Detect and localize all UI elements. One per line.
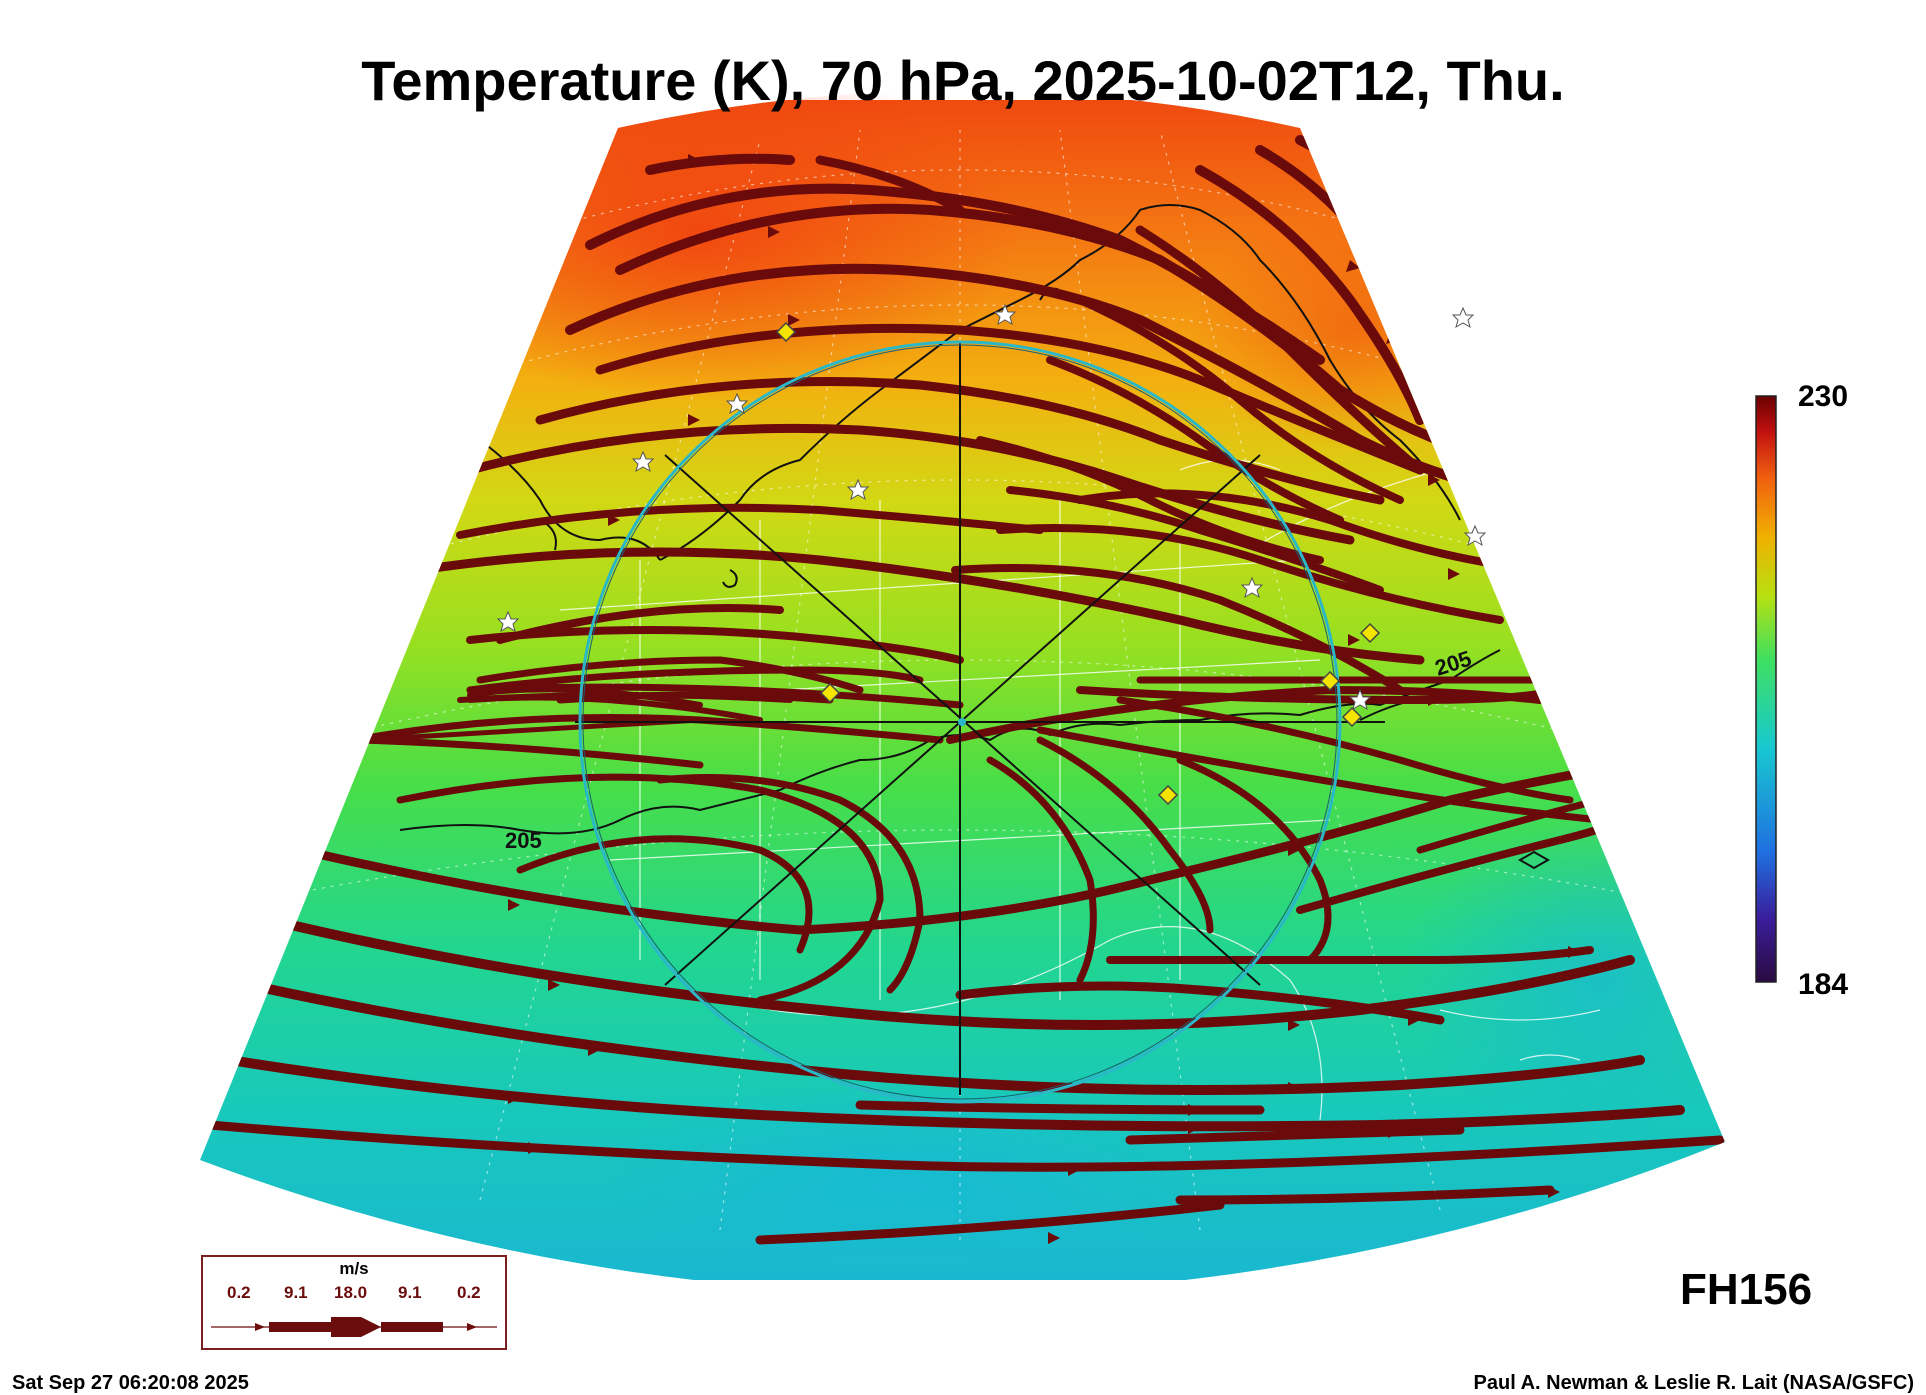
streamline	[645, 153, 795, 175]
streamline	[415, 547, 1425, 665]
wind-key-value: 9.1	[398, 1283, 422, 1302]
diamond-icon	[775, 321, 1381, 806]
wind-key-value: 0.2	[457, 1283, 481, 1302]
streamline-arrows	[508, 154, 1580, 1244]
streamline	[656, 774, 924, 994]
streamline	[465, 423, 1355, 545]
streamline	[205, 1120, 1725, 1172]
view-center-dot	[958, 718, 966, 726]
streamline	[1076, 296, 1404, 504]
streamline	[986, 756, 1097, 984]
streamline	[1046, 356, 1344, 524]
streamline	[245, 980, 1645, 1095]
colorbar-max-label: 230	[1798, 380, 1849, 413]
streamline	[556, 691, 834, 704]
streamline	[1135, 225, 1425, 475]
streamline	[1416, 796, 1604, 854]
forecast-hour-label: FH156	[1680, 1265, 1813, 1314]
wind-key-value: 9.1	[284, 1283, 308, 1302]
streamline	[976, 436, 1324, 564]
streamline	[516, 835, 813, 954]
streamline	[466, 666, 924, 694]
wind-key-value: 0.2	[227, 1283, 251, 1302]
streamline	[396, 773, 884, 1004]
streamline	[476, 656, 864, 694]
streamline	[466, 683, 964, 709]
view-circle-inner	[582, 344, 1338, 1100]
streamline	[755, 1200, 1225, 1245]
streamline	[1195, 165, 1425, 425]
streamline	[225, 1055, 1685, 1132]
streamline	[1036, 726, 1604, 824]
chart-title: Temperature (K), 70 hPa, 2025-10-02T12, …	[361, 49, 1565, 112]
wind-key-value: 18.0	[334, 1283, 368, 1302]
contour-label: 205	[505, 828, 542, 853]
streamline	[815, 155, 965, 215]
streamline	[1106, 946, 1594, 965]
streamline	[585, 183, 1325, 365]
streamline	[456, 503, 1044, 539]
wind-streamlines	[205, 135, 1725, 1245]
streamline	[356, 736, 704, 769]
streamline	[535, 377, 1385, 505]
streamline	[1006, 486, 1384, 594]
streamline	[496, 604, 784, 644]
streamline	[855, 1100, 1265, 1115]
streamline	[595, 323, 1425, 475]
streamline	[265, 915, 1635, 1030]
streamline	[951, 564, 1404, 694]
streamline	[1176, 756, 1332, 964]
streamline	[1036, 736, 1214, 934]
streamline	[1125, 1125, 1465, 1145]
footer-timestamp: Sat Sep 27 06:20:08 2025	[12, 1372, 249, 1394]
wind-key-unit: m/s	[339, 1259, 369, 1278]
colorbar	[1755, 395, 1777, 983]
streamline	[996, 524, 1504, 624]
streamline	[295, 765, 1605, 935]
wind-key-arrow	[211, 1317, 497, 1337]
colorbar-min-label: 184	[1798, 968, 1849, 1001]
footer-credit: Paul A. Newman & Leslie R. Lait (NASA/GS…	[1473, 1372, 1914, 1394]
view-circle	[578, 340, 1342, 1104]
temperature-field	[200, 90, 1725, 1280]
streamline	[565, 263, 1515, 495]
streamline	[946, 685, 1544, 744]
star-icon	[496, 303, 1487, 711]
streamline	[466, 626, 964, 664]
wind-speed-key: m/s 0.2 9.1 18.0 9.1 0.2	[201, 1255, 507, 1350]
streamline	[1116, 696, 1574, 804]
streamline	[955, 981, 1445, 1025]
streamline	[1175, 1185, 1555, 1205]
